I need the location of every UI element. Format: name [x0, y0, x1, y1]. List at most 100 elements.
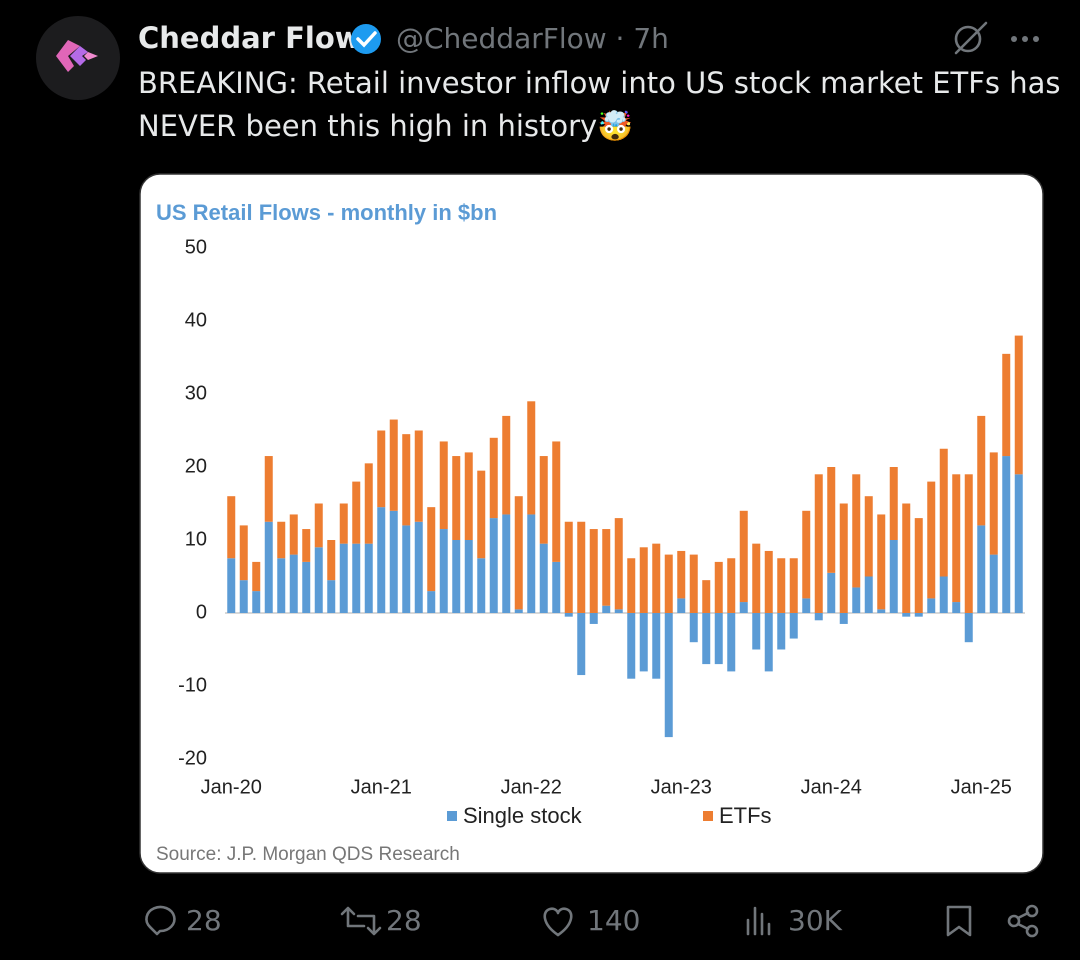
legend-label: ETFs	[719, 803, 772, 828]
bar-segment	[664, 554, 673, 613]
bar-segment	[552, 441, 561, 562]
bar-segment	[352, 543, 361, 613]
bar-segment	[427, 591, 436, 613]
chart-source: Source: J.P. Morgan QDS Research	[156, 844, 460, 865]
bar-segment	[564, 521, 573, 613]
bar-segment	[914, 518, 923, 613]
bar-segment	[827, 572, 836, 613]
bar-segment	[402, 525, 411, 613]
reply-button[interactable]: 28	[145, 904, 222, 937]
bar-segment	[977, 415, 986, 526]
bar-segment	[227, 558, 236, 613]
bar-segment	[239, 580, 248, 613]
author-meta[interactable]: @CheddarFlow · 7h	[396, 22, 669, 55]
x-tick-label: Jan-20	[201, 776, 262, 798]
bar-segment	[314, 503, 323, 548]
like-button[interactable]: 140	[543, 904, 641, 937]
legend-swatch	[703, 811, 713, 821]
bar-segment	[539, 456, 548, 544]
x-tick-label: Jan-24	[801, 776, 862, 798]
bar-segment	[452, 540, 461, 613]
bar-segment	[877, 609, 886, 613]
bar-segment	[802, 598, 811, 613]
bar-segment	[439, 441, 448, 530]
chart-card[interactable]: US Retail Flows - monthly in $bn Source:…	[139, 173, 1044, 874]
bar-segment	[339, 543, 348, 613]
y-tick-label: 10	[185, 528, 207, 550]
bar-segment	[652, 543, 661, 613]
bar-segment	[714, 613, 723, 665]
bar-segment	[864, 576, 873, 613]
bar-segment	[589, 613, 598, 624]
y-tick-label: 50	[185, 236, 207, 258]
bar-segment	[939, 576, 948, 613]
bar-segment	[939, 448, 948, 577]
bar-segment	[252, 561, 261, 592]
bar-segment	[427, 507, 436, 592]
bar-segment	[702, 580, 711, 613]
bar-segment	[277, 558, 286, 613]
bar-segment	[752, 613, 761, 650]
avatar[interactable]	[36, 16, 120, 100]
bar-segment	[289, 554, 298, 613]
bar-segment	[739, 602, 748, 613]
bar-segment	[702, 613, 711, 665]
y-tick-label: 40	[185, 309, 207, 331]
bar-segment	[864, 496, 873, 577]
bar-segment	[664, 613, 673, 738]
bar-segment	[589, 529, 598, 613]
bar-segment	[1002, 456, 1011, 613]
bar-segment	[327, 540, 336, 581]
repost-count: 28	[386, 904, 422, 937]
bar-segment	[614, 609, 623, 613]
bar-segment	[889, 467, 898, 540]
bar-segment	[677, 550, 686, 599]
bar-segment	[689, 554, 698, 613]
bar-segment	[689, 613, 698, 643]
bar-segment	[839, 613, 848, 624]
bar-segment	[489, 518, 498, 613]
bar-segment	[1002, 353, 1011, 457]
x-tick-label: Jan-22	[501, 776, 562, 798]
bar-segment	[614, 518, 623, 610]
more-menu[interactable]	[1011, 36, 1039, 42]
bar-segment	[752, 543, 761, 613]
views-button[interactable]: 30K	[746, 904, 843, 937]
x-tick-label: Jan-23	[651, 776, 712, 798]
bookmark-button[interactable]	[946, 905, 972, 937]
bar-segment	[852, 474, 861, 588]
bar-segment	[1014, 335, 1023, 475]
bar-segment	[652, 613, 661, 679]
bar-segment	[927, 481, 936, 599]
bar-segment	[627, 558, 636, 613]
bar-segment	[264, 456, 273, 522]
view-count: 30K	[788, 904, 843, 937]
legend-label: Single stock	[463, 803, 583, 828]
bar-segment	[302, 561, 311, 613]
y-tick-label: 0	[196, 601, 207, 623]
bar-segment	[389, 419, 398, 511]
bar-segment	[602, 605, 611, 613]
bar-segment	[927, 598, 936, 613]
y-tick-label: 30	[185, 382, 207, 404]
bar-segment	[639, 547, 648, 613]
bar-segment	[352, 481, 361, 544]
share-button[interactable]	[1007, 904, 1039, 938]
bar-segment	[527, 401, 536, 515]
bar-segment	[377, 507, 386, 613]
bar-segment	[877, 514, 886, 610]
y-tick-label: 20	[185, 455, 207, 477]
repost-button[interactable]: 28	[340, 904, 422, 937]
grok-icon[interactable]	[954, 21, 988, 55]
bar-segment	[389, 510, 398, 613]
bar-segment	[777, 613, 786, 650]
author-name[interactable]: Cheddar Flow	[138, 21, 362, 55]
bar-segment	[602, 529, 611, 606]
legend-swatch	[447, 811, 457, 821]
bar-segment	[764, 550, 773, 613]
bar-segment	[377, 430, 386, 508]
tweet-text-line: BREAKING: Retail investor inflow into US…	[138, 66, 1061, 100]
bar-segment	[264, 521, 273, 613]
bar-segment	[989, 554, 998, 613]
